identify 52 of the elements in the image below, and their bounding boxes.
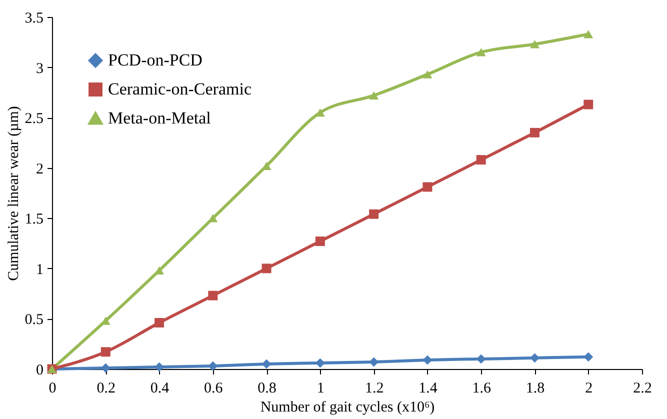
y-tick-label: 0 (36, 362, 44, 378)
legend-label: Meta-on-Metal (108, 108, 212, 128)
point (422, 70, 432, 78)
point (584, 352, 594, 362)
point (422, 355, 432, 365)
point (530, 128, 540, 138)
point (262, 264, 272, 274)
point (315, 108, 325, 117)
x-tick-label: 0 (48, 380, 56, 396)
legend-label: Ceramic-on-Ceramic (108, 80, 252, 98)
point (208, 214, 218, 222)
point (422, 182, 432, 192)
point (584, 100, 594, 110)
y-tick-label: 2 (36, 161, 44, 178)
point (476, 155, 486, 165)
point (154, 266, 164, 275)
x-axis-title: Number of gait cycles (x10⁶) (260, 400, 435, 416)
point (369, 91, 379, 100)
y-tick-label: 2.5 (24, 111, 44, 128)
x-tick-label: 0.8 (258, 380, 276, 396)
x-tick-label: 1.2 (364, 380, 384, 396)
point (208, 361, 218, 371)
point (476, 354, 486, 364)
x-tick-label: 0.4 (150, 380, 170, 396)
y-tick-label: 0.5 (24, 312, 44, 328)
point (315, 236, 325, 246)
x-tick-label: 1.6 (472, 380, 492, 396)
x-tick-label: 0.6 (204, 380, 224, 396)
x-tick-label: 2 (585, 380, 593, 396)
point (100, 347, 110, 357)
y-axis-title: Cumulative linear wear (µm) (6, 106, 22, 281)
point (369, 209, 379, 219)
point (369, 357, 379, 367)
point (530, 40, 540, 48)
x-tick-label: 2.2 (633, 380, 652, 396)
point (262, 359, 272, 369)
point (476, 48, 486, 56)
y-tick-label: 1 (36, 262, 44, 278)
point (154, 318, 164, 328)
x-tick-label: 1.8 (526, 380, 545, 396)
y-tick-label: 1.5 (24, 212, 44, 228)
y-tick-label: 3.5 (24, 10, 44, 26)
y-tick-label: 3 (36, 60, 44, 77)
point (584, 30, 594, 38)
legend-label: PCD-on-PCD (108, 50, 202, 70)
point (208, 290, 218, 300)
point (154, 362, 164, 372)
x-tick-label: 1.4 (418, 380, 438, 396)
point (315, 358, 325, 368)
x-tick-label: 0.2 (96, 380, 116, 396)
x-tick-label: 1 (316, 380, 324, 396)
point (100, 363, 110, 373)
